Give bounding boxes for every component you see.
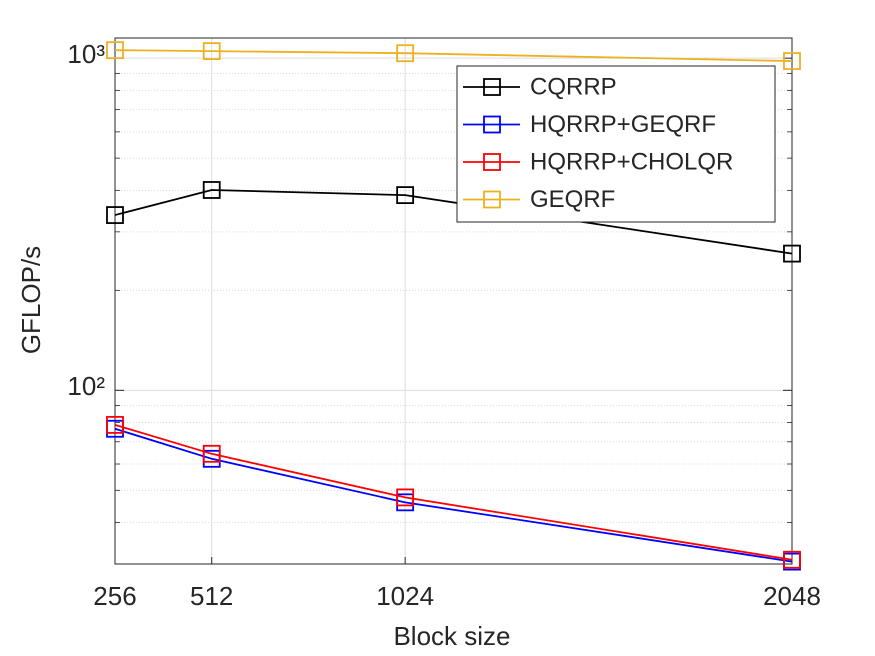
x-tick-label: 256 bbox=[93, 581, 136, 611]
legend-label: GEQRF bbox=[530, 186, 615, 213]
x-tick-label: 2048 bbox=[763, 581, 821, 611]
legend-label: HQRRP+CHOLQR bbox=[530, 148, 733, 175]
legend-marker bbox=[483, 115, 501, 134]
marker bbox=[396, 186, 415, 205]
axes-box bbox=[114, 37, 793, 565]
marker bbox=[396, 488, 415, 507]
x-tick-label: 1024 bbox=[376, 581, 434, 611]
y-axis-label: GFLOP/s bbox=[16, 246, 46, 354]
legend-label: HQRRP+GEQRF bbox=[530, 111, 716, 138]
x-tick-label: 512 bbox=[190, 581, 233, 611]
marker bbox=[202, 444, 221, 463]
legend: CQRRP HQRRP+GEQRF HQRRP+CHOLQR GEQRF bbox=[456, 65, 776, 223]
series-line bbox=[114, 49, 793, 62]
legend-label: CQRRP bbox=[530, 73, 617, 100]
y-tick-label: 10² bbox=[67, 371, 105, 401]
legend-box bbox=[456, 65, 776, 223]
marker bbox=[202, 181, 221, 199]
series-line bbox=[114, 424, 793, 561]
marker bbox=[106, 41, 124, 60]
marker bbox=[783, 244, 801, 263]
marker bbox=[202, 42, 221, 61]
series-line bbox=[114, 189, 793, 255]
legend-marker bbox=[483, 153, 501, 171]
legend-marker bbox=[483, 190, 501, 209]
series-line bbox=[114, 427, 793, 563]
marker bbox=[783, 52, 801, 70]
marker bbox=[396, 44, 415, 63]
marker bbox=[106, 415, 124, 434]
marker bbox=[783, 550, 801, 569]
marker bbox=[106, 206, 124, 224]
legend-marker bbox=[483, 78, 501, 96]
x-axis-label: Block size bbox=[393, 621, 510, 651]
y-tick-label: 10³ bbox=[67, 39, 105, 69]
